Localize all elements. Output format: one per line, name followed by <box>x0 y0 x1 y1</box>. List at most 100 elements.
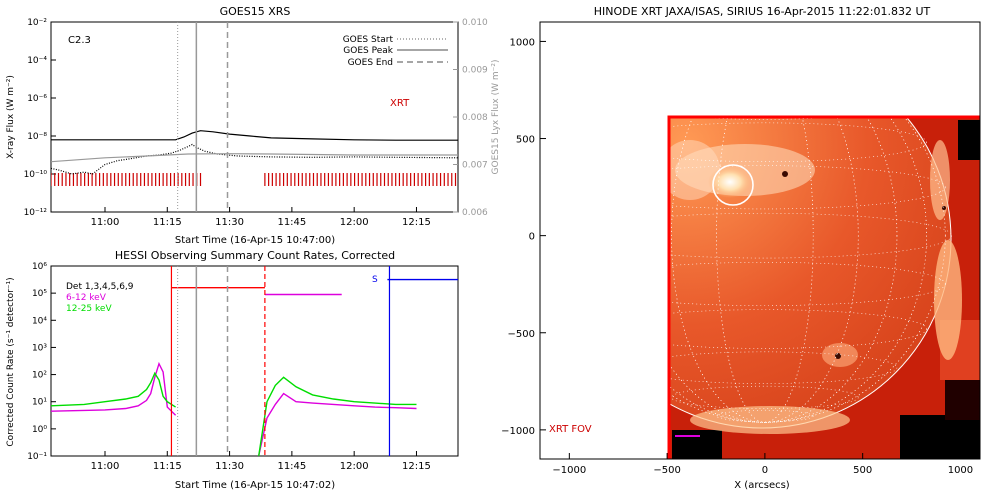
goes-y-tick-label: 10⁻⁸ <box>27 132 47 142</box>
goes-x-tick-label: 12:15 <box>402 217 431 228</box>
goes-event-lines <box>177 22 229 212</box>
hessi-series-6-12 keV <box>51 361 177 416</box>
goes-x-tick-label: 11:45 <box>277 217 306 228</box>
xrt-y-axis: −1000 −500 0 500 1000 <box>501 37 546 437</box>
hessi-plot-frame <box>50 265 459 457</box>
goes-panel: GOES15 XRS 10⁻¹² 10⁻¹⁰ 10⁻⁸ 10⁻⁶ 10⁻⁴ 10⁻² 0.… <box>6 5 501 246</box>
legend-goes-peak: GOES Peak <box>343 46 393 56</box>
xrt-x-label: X (arcsecs) <box>734 480 790 491</box>
goes-series-lyx <box>51 153 458 163</box>
xrt-panel: HINODE XRT JAXA/ISAS, SIRIUS 16-Apr-2015… <box>501 5 981 491</box>
goes-y-tick-label: 10⁻² <box>27 18 47 28</box>
latitude-line <box>717 49 814 61</box>
hessi-y-tick-label: 10¹ <box>32 398 47 408</box>
latitude-line <box>669 309 927 349</box>
latitude-line <box>669 351 898 384</box>
xrt-exposure-bars <box>51 173 457 186</box>
hessi-y-tick-label: 10³ <box>32 343 47 353</box>
latitude-line <box>672 63 859 85</box>
hessi-y-tick-label: 10⁻¹ <box>27 452 47 462</box>
hessi-x-axis: 11:00 11:15 11:30 11:45 12:00 12:15 <box>91 451 431 472</box>
goes-y2-tick-label: 0.009 <box>462 66 488 76</box>
goes-y2-axis: 0.006 0.007 0.008 0.009 0.010 <box>453 18 488 218</box>
goes-x-label: Start Time (16-Apr-15 10:47:00) <box>175 235 335 246</box>
goes-y-tick-label: 10⁻⁴ <box>27 56 47 66</box>
goes-x-axis: 11:00 11:15 11:30 11:45 12:00 12:15 <box>91 207 431 228</box>
legend-goes-end: GOES End <box>348 58 393 68</box>
goes-flare-class: C2.3 <box>68 35 91 46</box>
goes-series-short <box>51 143 458 175</box>
xrt-plot-frame <box>539 21 981 460</box>
heliographic-grid <box>669 49 952 423</box>
xrt-y-tick-label: −500 <box>508 329 535 340</box>
goes-y2-tick-label: 0.007 <box>462 161 488 171</box>
xrt-y-tick-label: −1000 <box>501 426 535 437</box>
hessi-event-lines <box>177 266 229 456</box>
latitude-line <box>716 409 814 423</box>
latitude-line <box>669 122 927 162</box>
hessi-s-marker: S <box>372 275 378 285</box>
hessi-x-tick-label: 11:00 <box>91 461 120 472</box>
hessi-panel: HESSI Observing Summary Count Rates, Cor… <box>6 249 459 491</box>
goes-x-tick-label: 11:00 <box>91 217 120 228</box>
legend-goes-start: GOES Start <box>343 35 394 45</box>
hessi-x-tick-label: 11:15 <box>153 461 182 472</box>
latitude-line <box>669 212 952 259</box>
hessi-y-axis: 10⁻¹ 10⁰ 10¹ 10² 10³ 10⁴ 10⁵ 10⁶ <box>27 262 56 462</box>
xrt-y-tick-label: 1000 <box>510 37 535 48</box>
xrt-x-axis: −1000 −500 0 500 1000 <box>552 453 973 476</box>
solar-disk <box>669 117 951 428</box>
goes-legend: GOES Start GOES Peak GOES End <box>343 35 448 68</box>
goes-y2-tick-label: 0.010 <box>462 18 488 28</box>
legend-6-12: 6-12 keV <box>66 293 107 303</box>
hessi-x-tick-label: 12:15 <box>402 461 431 472</box>
goes-y-tick-label: 10⁻¹⁰ <box>24 170 48 180</box>
xrt-x-tick-label: 500 <box>853 465 872 476</box>
goes-y2-tick-label: 0.008 <box>462 113 488 123</box>
latitude-line <box>671 385 859 409</box>
hessi-series-6-12 keV <box>258 392 417 456</box>
hessi-y-tick-label: 10⁶ <box>32 262 47 272</box>
goes-x-tick-label: 11:30 <box>215 217 244 228</box>
legend-det: Det 1,3,4,5,6,9 <box>66 282 134 292</box>
hessi-title: HESSI Observing Summary Count Rates, Cor… <box>115 249 395 262</box>
flare-location-circle <box>712 164 754 206</box>
xrt-x-tick-label: −500 <box>653 465 680 476</box>
latitude-line <box>669 165 946 210</box>
hessi-y-tick-label: 10⁴ <box>32 316 47 326</box>
hessi-series-12-25 keV <box>258 376 417 456</box>
goes-y2-tick-label: 0.006 <box>462 208 488 218</box>
goes-series-long <box>51 130 458 141</box>
goes-y2-label: GOES15 Lyx Flux (W m⁻²) <box>491 60 501 175</box>
hessi-y-tick-label: 10⁰ <box>32 425 47 435</box>
xrt-fov-label: XRT FOV <box>549 424 592 435</box>
xrt-y-tick-label: 500 <box>516 135 535 146</box>
goes-x-tick-label: 12:00 <box>340 217 369 228</box>
goes-y-label: X-ray Flux (W m⁻²) <box>6 75 16 159</box>
goes-plot-frame <box>50 21 459 213</box>
hessi-y-tick-label: 10² <box>32 371 47 381</box>
goes-title: GOES15 XRS <box>220 5 291 18</box>
xrt-x-tick-label: 0 <box>762 465 768 476</box>
xrt-x-tick-label: −1000 <box>552 465 586 476</box>
goes-y-tick-label: 10⁻¹² <box>24 208 48 218</box>
xrt-x-tick-label: 1000 <box>948 465 973 476</box>
latitude-line <box>669 262 946 306</box>
longitude-line <box>671 117 859 423</box>
longitude-line <box>669 117 946 423</box>
xrt-title: HINODE XRT JAXA/ISAS, SIRIUS 16-Apr-2015… <box>594 5 931 18</box>
hessi-y-tick-label: 10⁵ <box>32 289 47 299</box>
xrt-y-tick-label: 0 <box>529 232 535 243</box>
hessi-x-tick-label: 12:00 <box>340 461 369 472</box>
hessi-series <box>51 266 458 456</box>
legend-12-25: 12-25 keV <box>66 304 112 314</box>
hessi-x-tick-label: 11:30 <box>215 461 244 472</box>
hessi-legend: Det 1,3,4,5,6,9 6-12 keV 12-25 keV <box>66 282 134 314</box>
xrt-image <box>669 49 980 459</box>
goes-x-tick-label: 11:15 <box>153 217 182 228</box>
hessi-x-tick-label: 11:45 <box>277 461 306 472</box>
latitude-line <box>690 117 839 120</box>
hessi-y-label: Corrected Count Rate (s⁻¹ detector⁻¹) <box>6 277 16 446</box>
xrt-fov-outline <box>667 115 980 459</box>
